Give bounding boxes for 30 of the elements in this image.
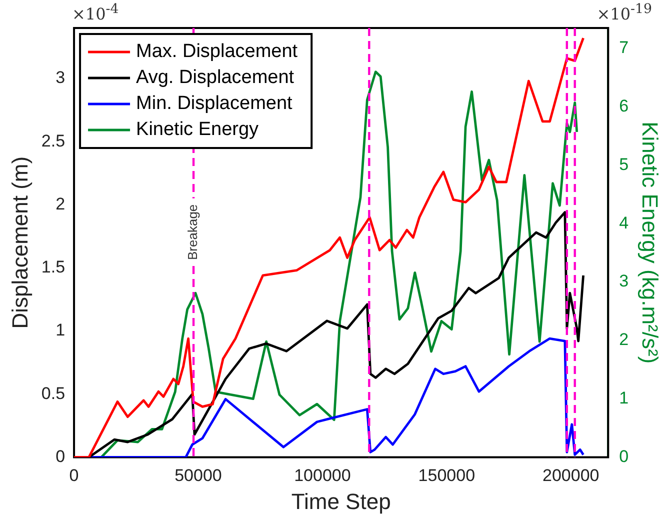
x-tick-label: 0 [69, 466, 79, 486]
y-tick-label: 2.5 [41, 131, 66, 150]
x-tick-label: 200000 [542, 466, 600, 486]
y2-axis-title: Kinetic Energy (kg.m²/s²) [638, 122, 663, 364]
text: ×10$^{-4}$ [72, 2, 119, 24]
y2-tick-label: 7 [619, 38, 629, 58]
legend-label: Min. Displacement [136, 93, 294, 114]
x-axis-title: Time Step [291, 488, 391, 514]
y-tick-label: 3 [56, 68, 66, 88]
ref-line-label: Breakage [185, 204, 200, 260]
x-tick-label: 150000 [418, 466, 476, 486]
y-tick-label: 0.5 [41, 384, 66, 403]
x-tick-label: 50000 [174, 466, 222, 486]
text: ×10$^{-19}$ [596, 2, 652, 24]
x-tick-label: 100000 [294, 466, 351, 486]
y-axis-title: Displacement (m) [7, 156, 32, 329]
y-tick-label: 2 [56, 194, 66, 214]
legend-label: Kinetic Energy [136, 119, 260, 140]
legend-label: Avg. Displacement [136, 67, 295, 88]
y-tick-label: 0 [56, 446, 66, 466]
y-tick-label: 1.5 [41, 258, 66, 277]
y2-tick-label: 4 [619, 213, 629, 232]
y2-tick-label: 3 [619, 272, 629, 291]
y2-tick-label: 5 [619, 154, 629, 174]
y2-tick-label: 0 [619, 446, 629, 466]
y2-tick-label: 2 [619, 330, 629, 350]
legend-label: Max. Displacement [136, 41, 298, 62]
y2-tick-label: 1 [619, 388, 629, 408]
y2-tick-label: 6 [619, 96, 629, 116]
y-tick-label: 1 [56, 320, 66, 340]
